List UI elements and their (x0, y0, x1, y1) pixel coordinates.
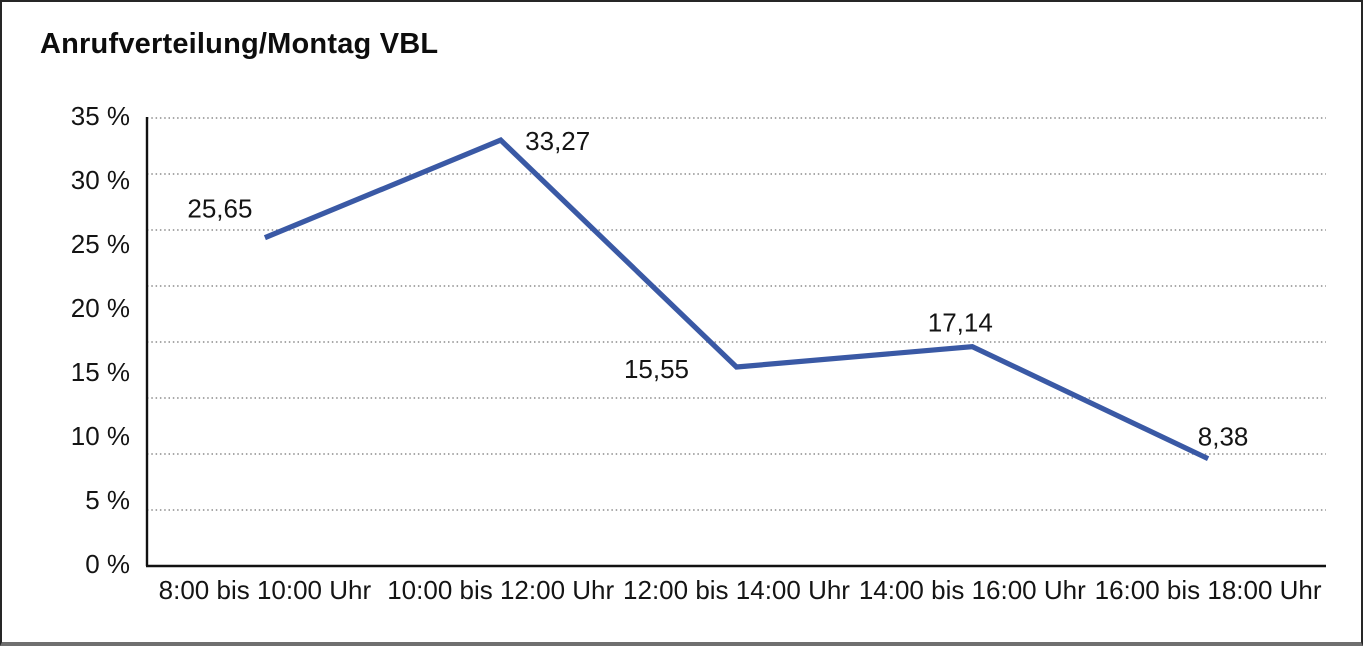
y-tick-label: 10 % (71, 421, 130, 451)
x-tick-label: 10:00 bis 12:00 Uhr (387, 575, 614, 605)
x-tick-label: 16:00 bis 18:00 Uhr (1095, 575, 1322, 605)
x-tick-label: 14:00 bis 16:00 Uhr (859, 575, 1086, 605)
data-line (263, 137, 1210, 462)
y-tick-label: 15 % (71, 357, 130, 387)
y-tick-label: 25 % (71, 229, 130, 259)
x-tick-label: 12:00 bis 14:00 Uhr (623, 575, 850, 605)
y-tick-label: 0 % (85, 549, 130, 579)
y-tick-label: 35 % (71, 101, 130, 131)
data-label: 25,65 (187, 194, 252, 224)
x-tick-label: 8:00 bis 10:00 Uhr (159, 575, 372, 605)
data-label: 8,38 (1198, 422, 1249, 452)
y-tick-label: 30 % (71, 165, 130, 195)
data-label: 17,14 (928, 307, 993, 337)
data-label: 33,27 (525, 126, 590, 156)
data-label: 15,55 (624, 354, 689, 384)
y-tick-label: 5 % (85, 485, 130, 515)
y-tick-label: 20 % (71, 293, 130, 323)
chart-title: Anrufverteilung/Montag VBL (40, 28, 439, 60)
